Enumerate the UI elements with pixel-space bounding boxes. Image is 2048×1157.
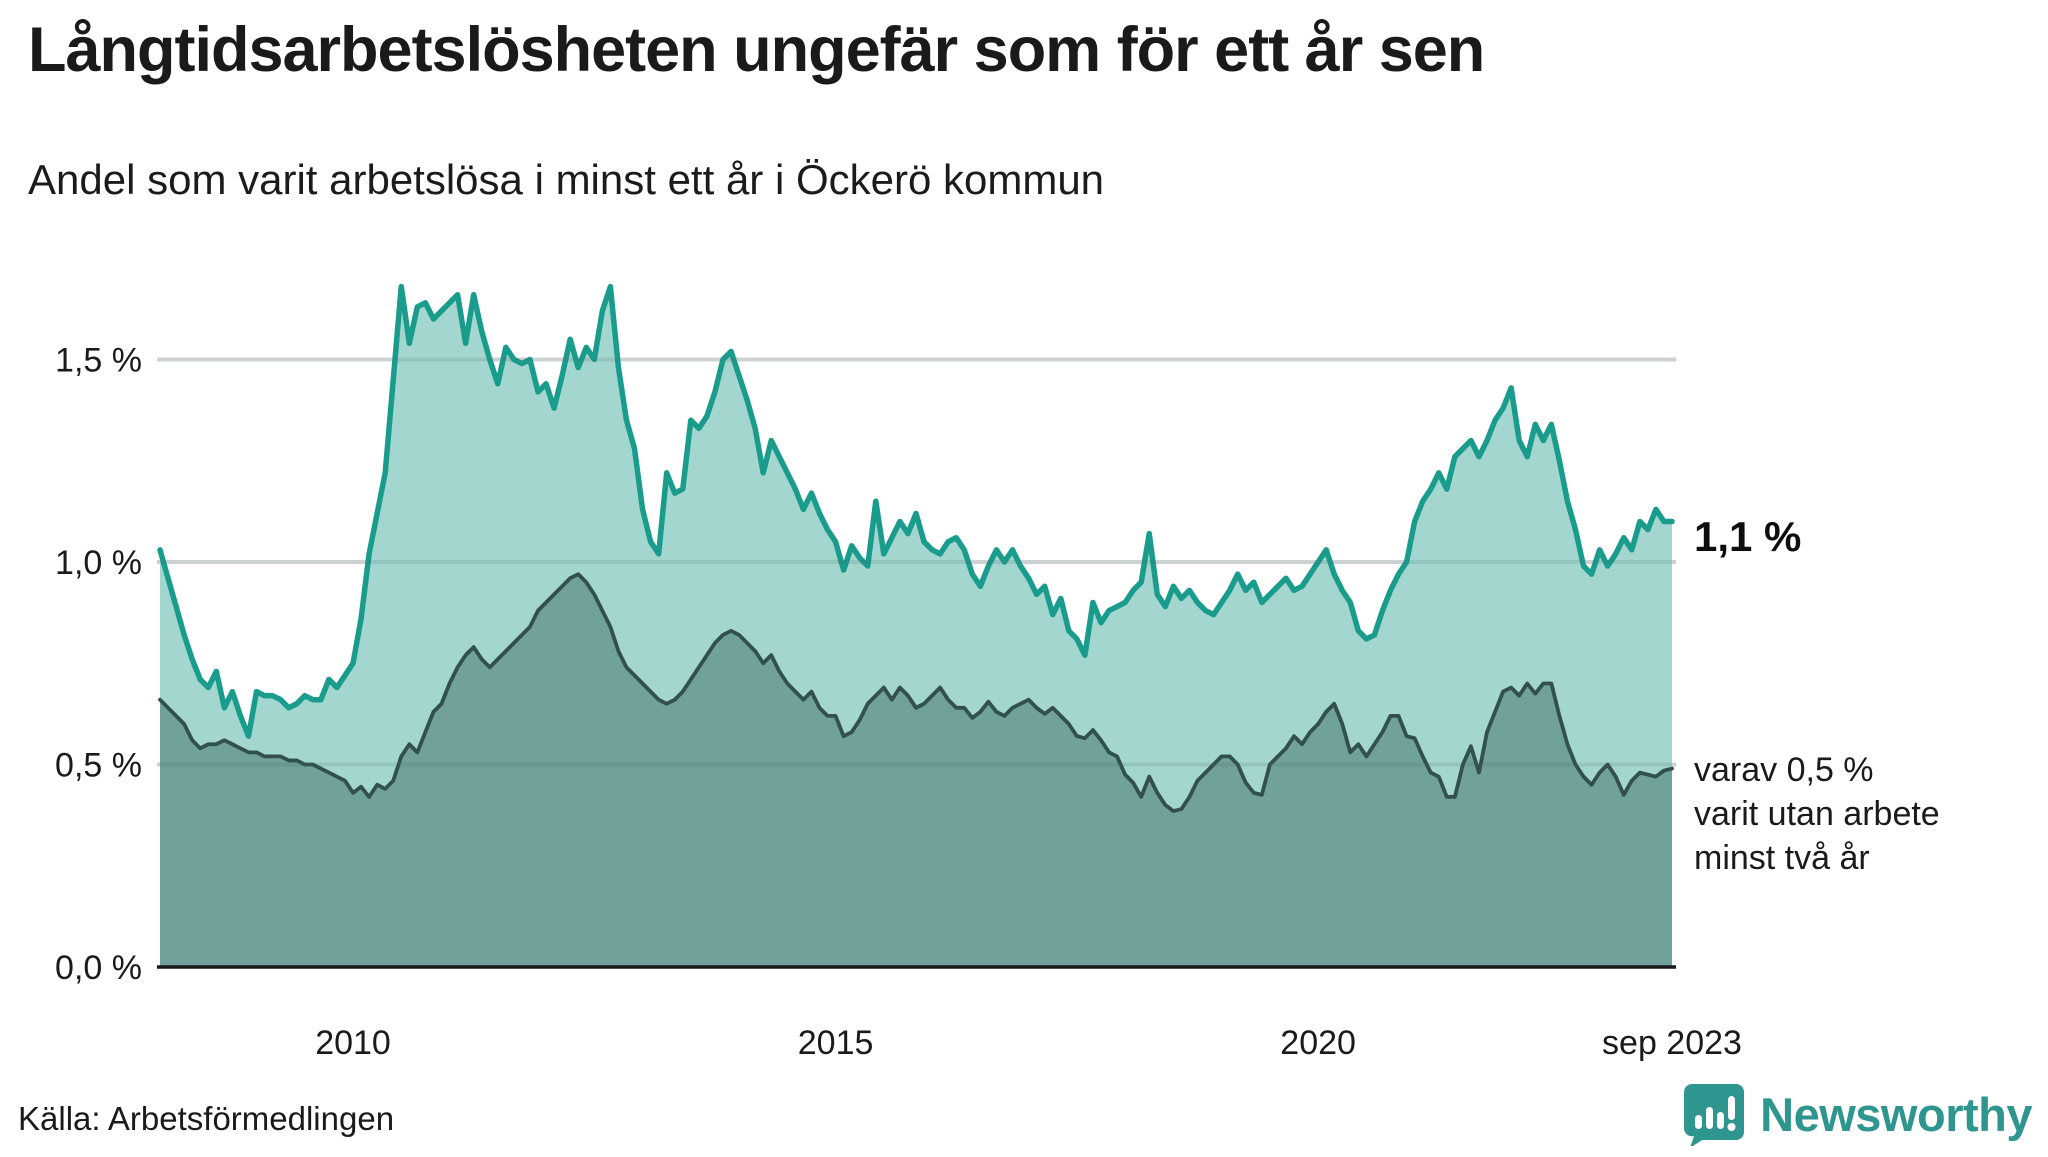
logo-bar-3: [1717, 1112, 1725, 1129]
x-tick-label: 2010: [315, 1024, 391, 1062]
secondary-annotation-line-2: varit utan arbete: [1694, 795, 1940, 833]
x-tick-label: sep 2023: [1602, 1024, 1742, 1062]
logo-bar-1: [1695, 1115, 1703, 1129]
y-tick-label: 1,5 %: [55, 342, 142, 380]
y-tick-label: 0,0 %: [55, 949, 142, 987]
y-tick-label: 0,5 %: [55, 747, 142, 785]
line-series-2: [158, 572, 1674, 813]
area-fill-series-2: [160, 574, 1672, 967]
end-value-label: 1,1 %: [1694, 513, 1802, 560]
secondary-series-annotation: varav 0,5 % varit utan arbete minst två …: [1694, 748, 1940, 880]
line-series-1: [157, 283, 1675, 739]
page-title: Långtidsarbetslösheten ungefär som för e…: [28, 15, 1485, 85]
chart-subtitle: Andel som varit arbetslösa i minst ett å…: [28, 156, 1105, 203]
x-tick-label: 2020: [1280, 1024, 1356, 1062]
logo-exclamation-dot: [1727, 1123, 1736, 1131]
logo-exclamation-bar: [1728, 1096, 1736, 1120]
source-attribution: Källa: Arbetsförmedlingen: [18, 1100, 395, 1137]
y-tick-label: 1,0 %: [55, 544, 142, 582]
x-tick-label: 2015: [798, 1024, 874, 1062]
secondary-annotation-line-3: minst två år: [1694, 839, 1870, 877]
newsworthy-brand: Newsworthy: [1682, 1082, 2032, 1146]
logo-bar-2: [1706, 1107, 1714, 1129]
brand-name: Newsworthy: [1760, 1087, 2032, 1141]
newsworthy-logo-icon: [1684, 1084, 1745, 1146]
secondary-annotation-line-1: varav 0,5 %: [1694, 751, 1874, 789]
